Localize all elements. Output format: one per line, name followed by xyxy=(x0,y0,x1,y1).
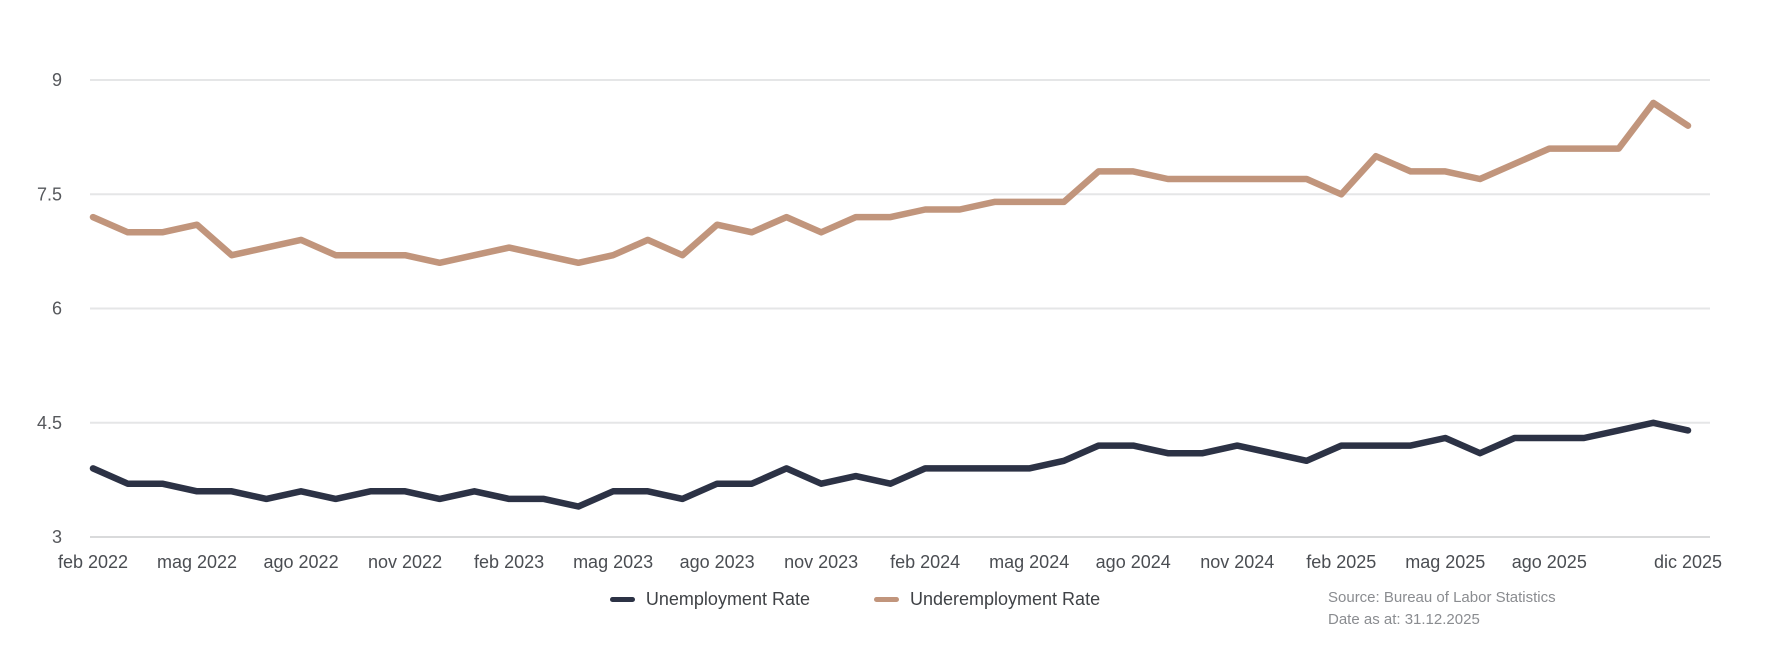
x-tick-label-mag-2024: mag 2024 xyxy=(989,552,1069,572)
y-tick-label-3: 3 xyxy=(52,527,62,547)
x-tick-label-dic-2025: dic 2025 xyxy=(1654,552,1722,572)
x-tick-label-mag-2023: mag 2023 xyxy=(573,552,653,572)
x-tick-label-nov-2022: nov 2022 xyxy=(368,552,442,572)
x-tick-label-mag-2022: mag 2022 xyxy=(157,552,237,572)
x-tick-label-feb-2022: feb 2022 xyxy=(58,552,128,572)
legend-label-underemployment: Underemployment Rate xyxy=(909,589,1101,609)
x-tick-label-feb-2024: feb 2024 xyxy=(890,552,960,572)
underemployment-line-swatch xyxy=(873,597,899,602)
x-tick-label-feb-2023: feb 2023 xyxy=(474,552,544,572)
legend: Unemployment Rate Underemployment Rate xyxy=(0,589,1710,610)
y-tick-label-7.5: 7.5 xyxy=(37,184,62,204)
series-line-underemployment xyxy=(89,99,1692,267)
legend-item-underemployment[interactable]: Underemployment Rate xyxy=(873,589,1101,610)
x-tick-label-mag-2025: mag 2025 xyxy=(1405,552,1485,572)
x-tick-label-ago-2023: ago 2023 xyxy=(680,552,755,572)
series-line-unemployment xyxy=(89,419,1692,510)
unemployment-line-swatch xyxy=(609,597,635,602)
x-tick-label-ago-2024: ago 2024 xyxy=(1096,552,1171,572)
x-tick-label-nov-2023: nov 2023 xyxy=(784,552,858,572)
source-note: Source: Bureau of Labor Statistics Date … xyxy=(1328,587,1556,631)
x-tick-label-feb-2025: feb 2025 xyxy=(1306,552,1376,572)
x-tick-label-ago-2022: ago 2022 xyxy=(264,552,339,572)
y-tick-label-4.5: 4.5 xyxy=(37,413,62,433)
x-tick-label-ago-2025: ago 2025 xyxy=(1512,552,1587,572)
legend-label-unemployment: Unemployment Rate xyxy=(645,589,810,609)
legend-item-unemployment[interactable]: Unemployment Rate xyxy=(609,589,810,610)
y-tick-label-6: 6 xyxy=(52,299,62,319)
source-text: Source: Bureau of Labor Statistics xyxy=(1328,589,1556,606)
y-tick-label-9: 9 xyxy=(52,70,62,90)
x-tick-label-nov-2024: nov 2024 xyxy=(1200,552,1274,572)
date-as-at-text: Date as at: 31.12.2025 xyxy=(1328,611,1480,628)
